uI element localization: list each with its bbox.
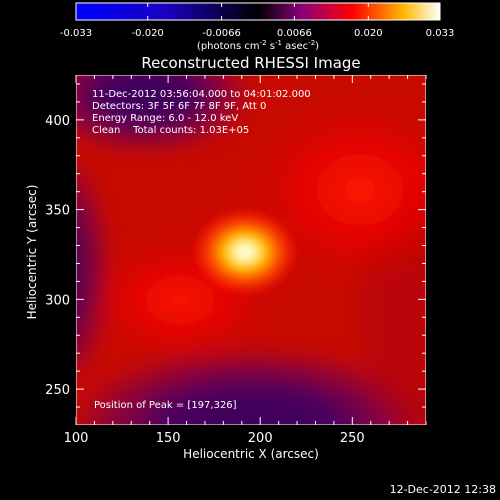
colorbar-tick-label-0: -0.033 [60, 28, 92, 39]
colorbar-unit-label: (photons cm-2 s-1 asec-2) [197, 39, 319, 52]
x-tick-label-1: 150 [156, 431, 181, 446]
x-tick-label-0: 100 [64, 431, 89, 446]
y-axis-label: Heliocentric Y (arcsec) [25, 185, 39, 320]
y-tick-label-3: 400 [45, 114, 70, 129]
x-axis: 100 150 200 250 [64, 75, 427, 446]
colorbar-tick-label-3: 0.0066 [277, 28, 312, 39]
annotation-energy-range: Energy Range: 6.0 - 12.0 keV [92, 113, 238, 124]
y-tick-label-0: 250 [45, 383, 70, 398]
annotation-peak-position: Position of Peak = [197,326] [94, 400, 237, 411]
x-tick-label-3: 250 [340, 431, 365, 446]
chart-title: Reconstructed RHESSI Image [141, 54, 360, 72]
y-axis: 250 300 350 400 [45, 83, 426, 408]
x-tick-label-2: 200 [248, 431, 273, 446]
colorbar [75, 2, 441, 21]
colorbar-tick-label-4: 0.020 [354, 28, 383, 39]
colorbar-tick-label-2: -0.0066 [202, 28, 241, 39]
annotation-detectors: Detectors: 3F 5F 6F 7F 8F 9F, Att 0 [92, 101, 266, 112]
heatmap-image [76, 75, 426, 425]
footer-timestamp: 12-Dec-2012 12:38 [390, 483, 496, 496]
colorbar-ticks: -0.033 -0.020 -0.0066 0.0066 0.020 0.033 [60, 3, 454, 39]
x-axis-label: Heliocentric X (arcsec) [183, 447, 319, 461]
annotation-time-range: 11-Dec-2012 03:56:04.000 to 04:01:02.000 [92, 89, 311, 100]
colorbar-tick-label-5: 0.033 [426, 28, 455, 39]
colorbar-tick-label-1: -0.020 [132, 28, 164, 39]
y-tick-label-2: 350 [45, 204, 70, 219]
y-tick-label-1: 300 [45, 293, 70, 308]
annotation-clean: Clean Total counts: 1.03E+05 [92, 125, 249, 136]
